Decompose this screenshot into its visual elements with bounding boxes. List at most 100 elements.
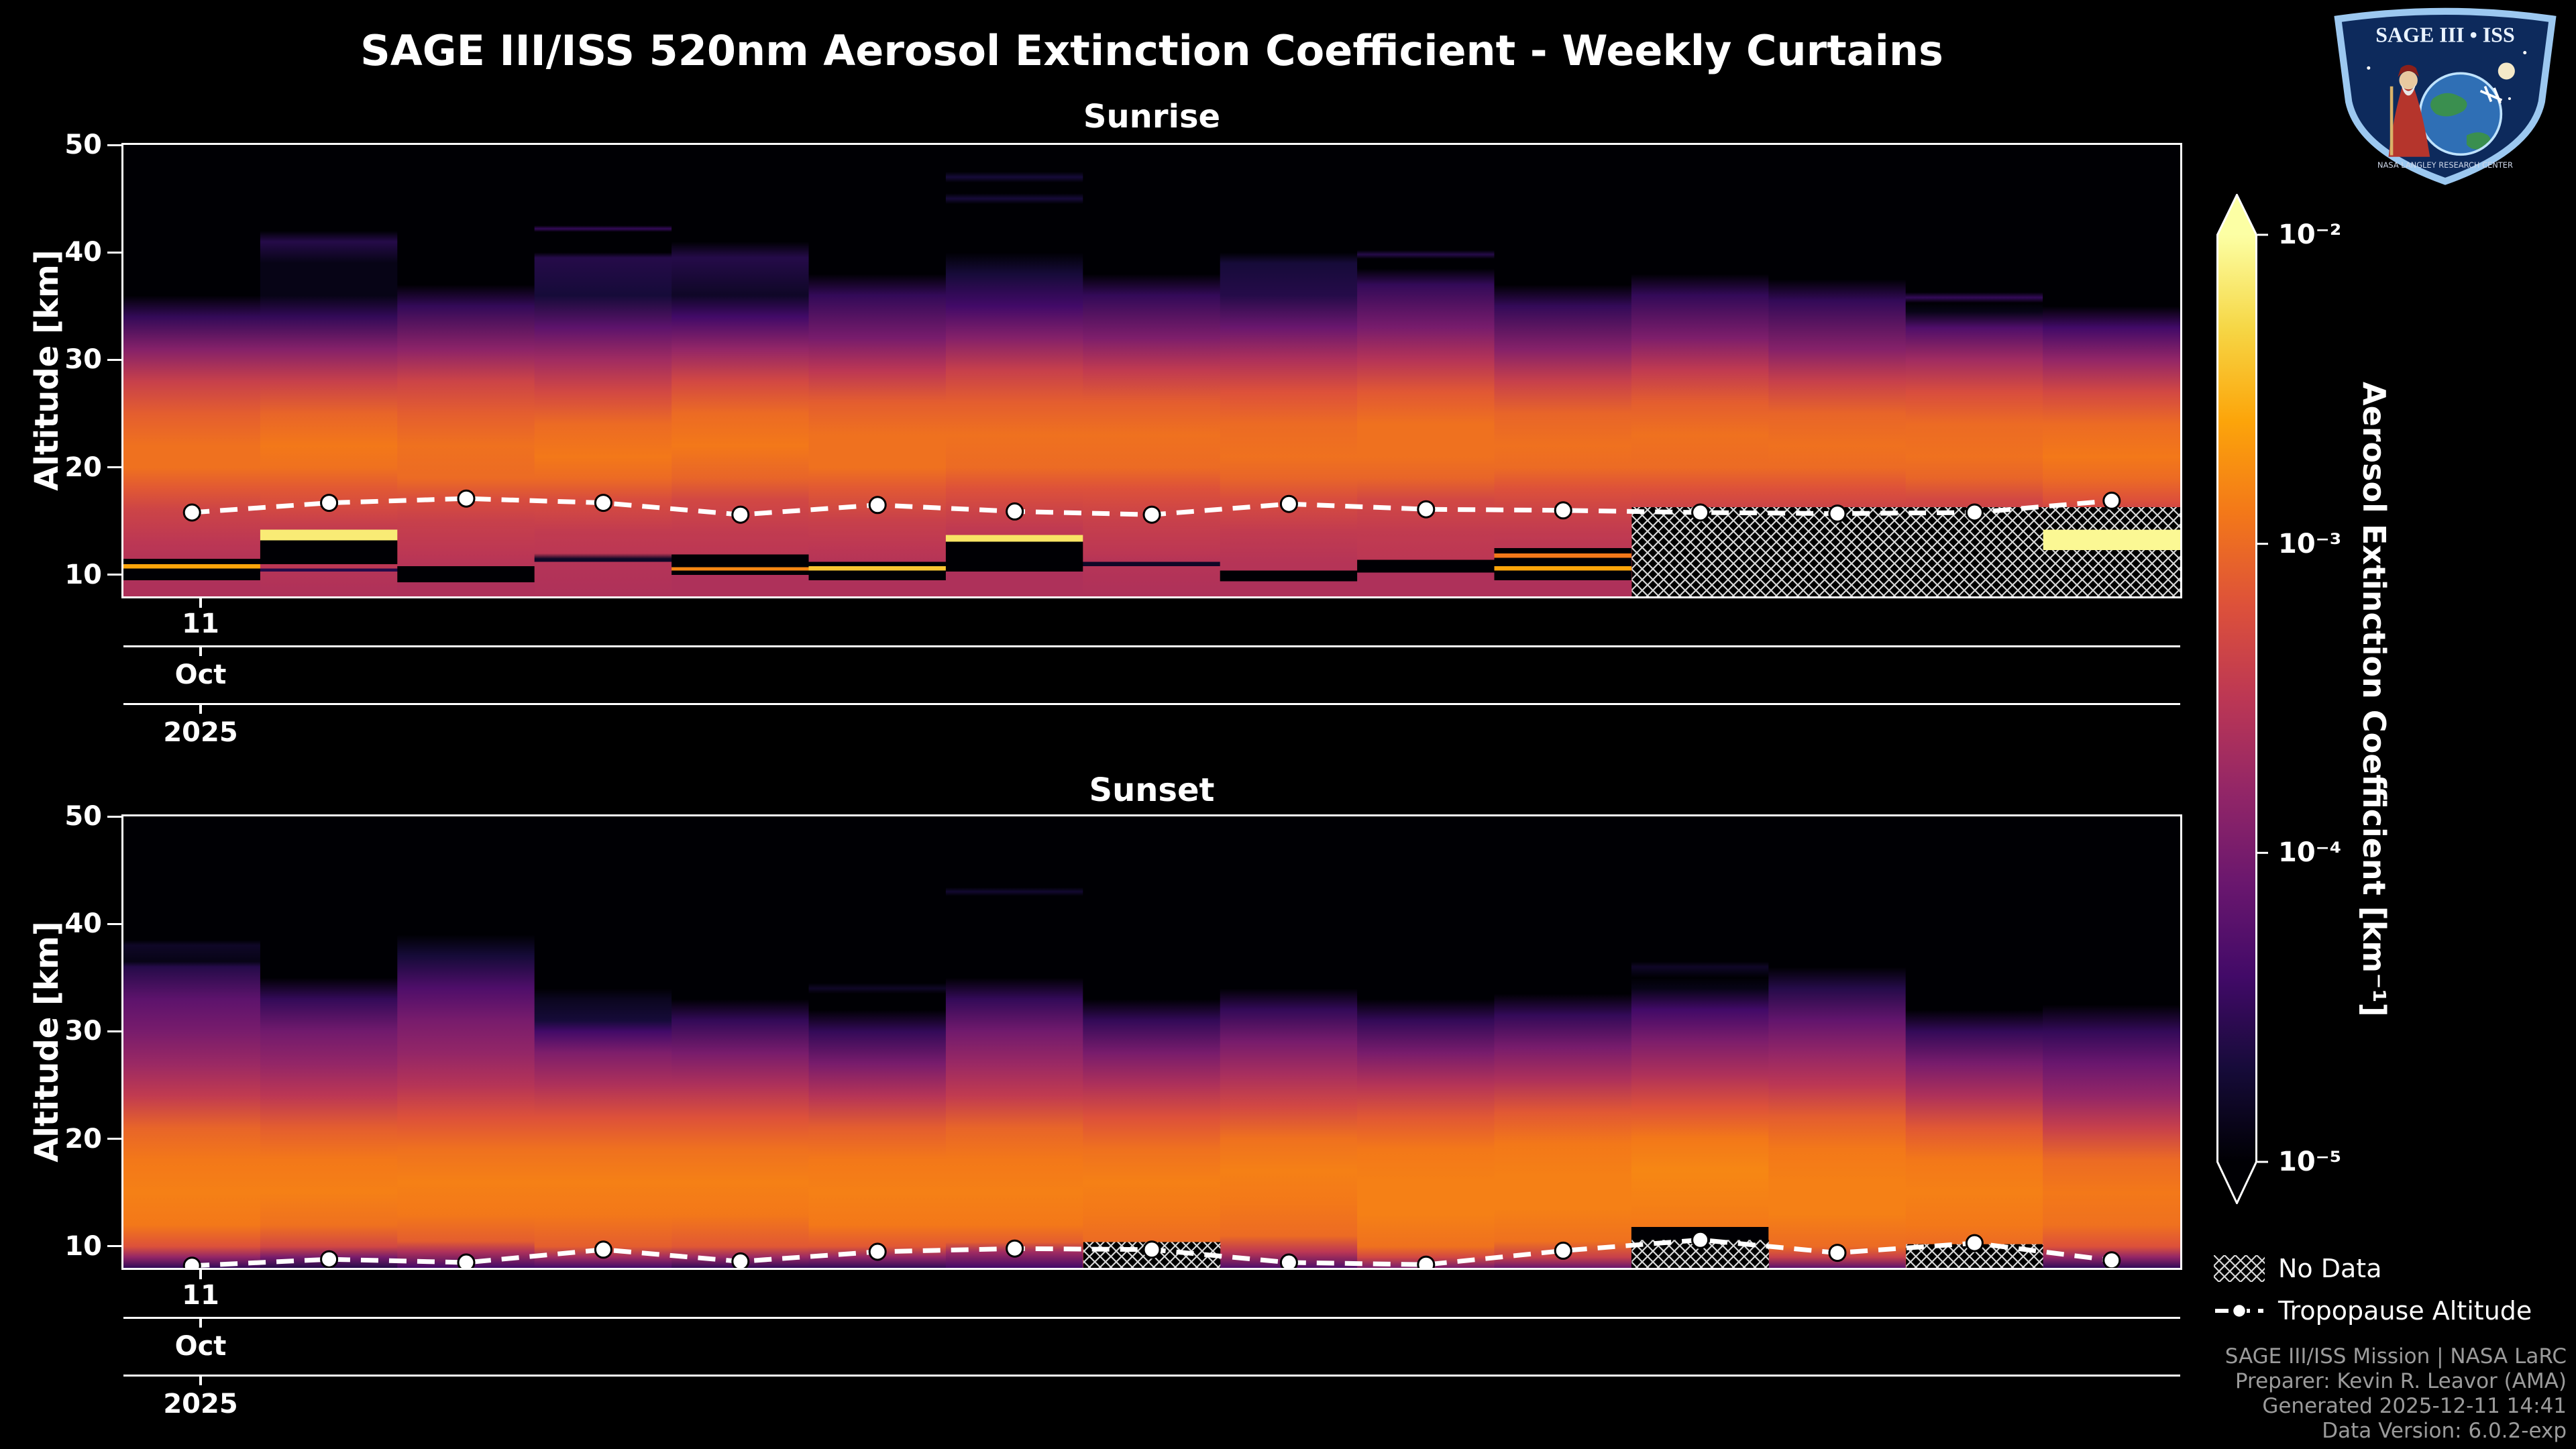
logo-sage-figure — [2388, 86, 2430, 157]
heatmap-column — [534, 816, 673, 1268]
logo-title: SAGE III • ISS — [2375, 23, 2514, 47]
heatmap-column — [1631, 816, 1770, 1268]
sunset-plot-area — [121, 814, 2182, 1270]
x-tick-year — [199, 1377, 202, 1385]
tropopause-marker — [2102, 1251, 2121, 1268]
credit-line-version: Data Version: 6.0.2-exp — [2322, 1419, 2567, 1443]
y-tick-mark — [107, 1138, 121, 1140]
tropopause-marker — [1417, 500, 1436, 519]
colorbar-tick-label: 10⁻⁴ — [2278, 837, 2342, 869]
legend-label-no-data: No Data — [2278, 1254, 2382, 1283]
y-tick-mark — [107, 144, 121, 146]
x-axis-divider — [123, 703, 2180, 705]
x-label-month: Oct — [174, 1331, 227, 1362]
colorbar-tick-label: 10⁻³ — [2278, 528, 2342, 559]
tropopause-marker — [868, 1242, 887, 1261]
logo-iss — [2479, 86, 2503, 104]
logo-sage-face — [2399, 70, 2418, 90]
credit-line-mission: SAGE III/ISS Mission | NASA LaRC — [2224, 1344, 2567, 1368]
heatmap-column — [1905, 816, 2044, 1268]
heatmap-column — [1083, 816, 1221, 1268]
colorbar-tick-label: 10⁻² — [2278, 219, 2342, 250]
heatmap-column — [1768, 816, 1907, 1268]
logo-continent — [2430, 93, 2467, 117]
credit-line-preparer: Preparer: Kevin R. Leavor (AMA) — [2235, 1369, 2567, 1393]
no-data-region — [2043, 550, 2180, 596]
heatmap-column — [260, 816, 398, 1268]
tropopause-marker — [1554, 1241, 1572, 1260]
heatmap-column — [397, 816, 535, 1268]
tropopause-marker — [1828, 1244, 1847, 1263]
y-tick-label: 10 — [64, 559, 102, 590]
x-tick-month — [199, 1319, 202, 1328]
logo-sage-hood — [2398, 64, 2420, 78]
legend-item-no-data: No Data — [2214, 1254, 2382, 1283]
y-tick-mark — [107, 251, 121, 254]
heatmap-column — [123, 816, 261, 1268]
tropopause-marker — [594, 494, 612, 513]
heatmap-column — [1083, 145, 1221, 596]
x-axis-divider — [123, 1375, 2180, 1377]
logo-star — [2523, 50, 2527, 55]
y-tick-mark — [107, 574, 121, 576]
x-tick-day — [199, 598, 202, 608]
no-data-hatch-icon — [2214, 1255, 2265, 1282]
y-tick-label: 20 — [64, 1123, 102, 1155]
y-tick-label: 30 — [64, 1016, 102, 1047]
heatmap-column — [945, 145, 1084, 596]
colorbar-outline — [2216, 194, 2257, 1204]
logo-ring-text: NASA LANGLEY RESEARCH CENTER — [2377, 160, 2513, 170]
tropopause-marker — [1006, 1239, 1024, 1258]
logo-star — [2367, 66, 2371, 70]
tropopause-marker — [1006, 502, 1024, 521]
heatmap-column — [808, 816, 947, 1268]
tropopause-marker — [1691, 503, 1710, 522]
x-label-month: Oct — [174, 659, 227, 690]
tropopause-marker — [1554, 501, 1572, 520]
tropopause-marker — [1279, 1253, 1298, 1268]
sage-iii-iss-mission-logo: SAGE III • ISS NASA LANGLEY RESEARCH CEN… — [2334, 7, 2557, 185]
x-axis-divider — [123, 645, 2180, 647]
colorbar-tick-label: 10⁻⁵ — [2278, 1146, 2342, 1177]
credit-line-generated: Generated 2025-12-11 14:41 — [2262, 1394, 2567, 1418]
y-tick-mark — [107, 922, 121, 925]
y-tick-mark — [107, 1030, 121, 1032]
y-tick-label: 50 — [64, 129, 102, 160]
tropopause-marker — [731, 505, 750, 524]
x-label-day: 11 — [182, 608, 219, 639]
tropopause-marker — [1142, 505, 1161, 524]
tropopause-marker — [182, 1256, 201, 1268]
colorbar — [2216, 194, 2268, 1204]
tropopause-marker — [1142, 1240, 1161, 1259]
sunset-heatmap — [123, 816, 2180, 1268]
y-tick-label: 40 — [64, 237, 102, 268]
tropopause-marker — [868, 496, 887, 515]
y-tick-label: 20 — [64, 451, 102, 483]
legend-item-tropopause: Tropopause Altitude — [2214, 1296, 2532, 1326]
y-tick-mark — [107, 1245, 121, 1248]
x-tick-day — [199, 1270, 202, 1279]
tropopause-marker — [1417, 1255, 1436, 1268]
x-label-year: 2025 — [163, 1389, 238, 1419]
panel-title-sunset: Sunset — [1089, 771, 1215, 809]
heatmap-column — [1357, 145, 1495, 596]
y-tick-label: 30 — [64, 344, 102, 376]
heatmap-column — [1220, 816, 1358, 1268]
panel-title-sunrise: Sunrise — [1083, 98, 1221, 136]
tropopause-marker — [457, 489, 476, 508]
colorbar-arrow-bottom — [2216, 1162, 2257, 1204]
heatmap-column — [1357, 816, 1495, 1268]
tropopause-marker — [1691, 1230, 1710, 1249]
tropopause-marker — [2102, 491, 2121, 510]
tropopause-marker — [1828, 504, 1847, 523]
heatmap-column — [945, 816, 1084, 1268]
credits: SAGE III/ISS Mission | NASA LaRC Prepare… — [2225, 1344, 2567, 1444]
tropopause-marker — [182, 503, 201, 522]
tropopause-marker — [731, 1252, 750, 1268]
tropopause-marker — [320, 1250, 339, 1268]
heatmap-column — [672, 145, 810, 596]
colorbar-label: Aerosol Extinction Coefficient [km⁻¹] — [2356, 381, 2392, 1017]
logo-star — [2508, 97, 2511, 101]
heatmap-column — [260, 145, 398, 596]
